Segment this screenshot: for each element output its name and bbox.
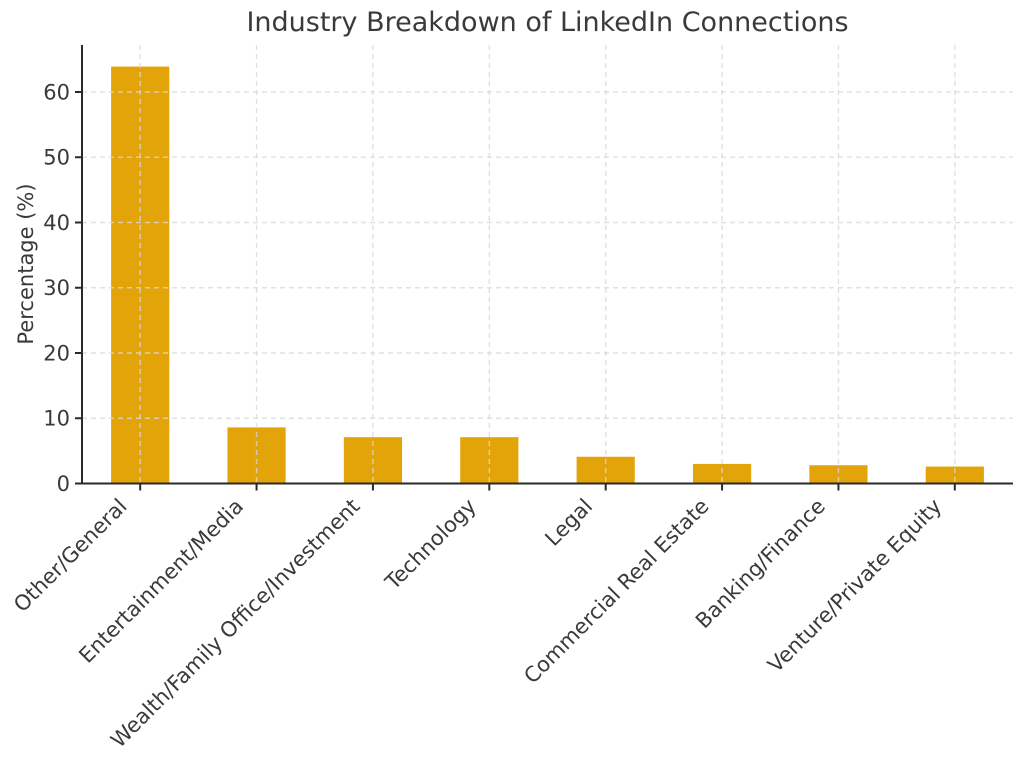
x-tick-label: Legal bbox=[540, 494, 597, 551]
x-tick-label: Wealth/Family Office/Investment bbox=[106, 494, 364, 752]
y-tick-label: 40 bbox=[43, 211, 70, 235]
y-tick-label: 10 bbox=[43, 407, 70, 431]
x-tick-label: Technology bbox=[380, 494, 481, 595]
x-tick-label: Banking/Finance bbox=[691, 494, 830, 633]
y-tick-label: 60 bbox=[43, 80, 70, 104]
x-tick-label: Other/General bbox=[9, 494, 132, 617]
x-tick-label: Commercial Real Estate bbox=[519, 494, 713, 688]
y-axis-label: Percentage (%) bbox=[14, 183, 38, 345]
bar bbox=[692, 463, 752, 484]
chart-title: Industry Breakdown of LinkedIn Connectio… bbox=[246, 7, 849, 38]
bar bbox=[925, 466, 984, 484]
bar bbox=[809, 465, 868, 484]
y-tick-label: 20 bbox=[43, 341, 70, 365]
y-tick-label: 0 bbox=[57, 472, 70, 496]
y-tick-label: 50 bbox=[43, 146, 70, 170]
y-tick-label: 30 bbox=[43, 276, 70, 300]
